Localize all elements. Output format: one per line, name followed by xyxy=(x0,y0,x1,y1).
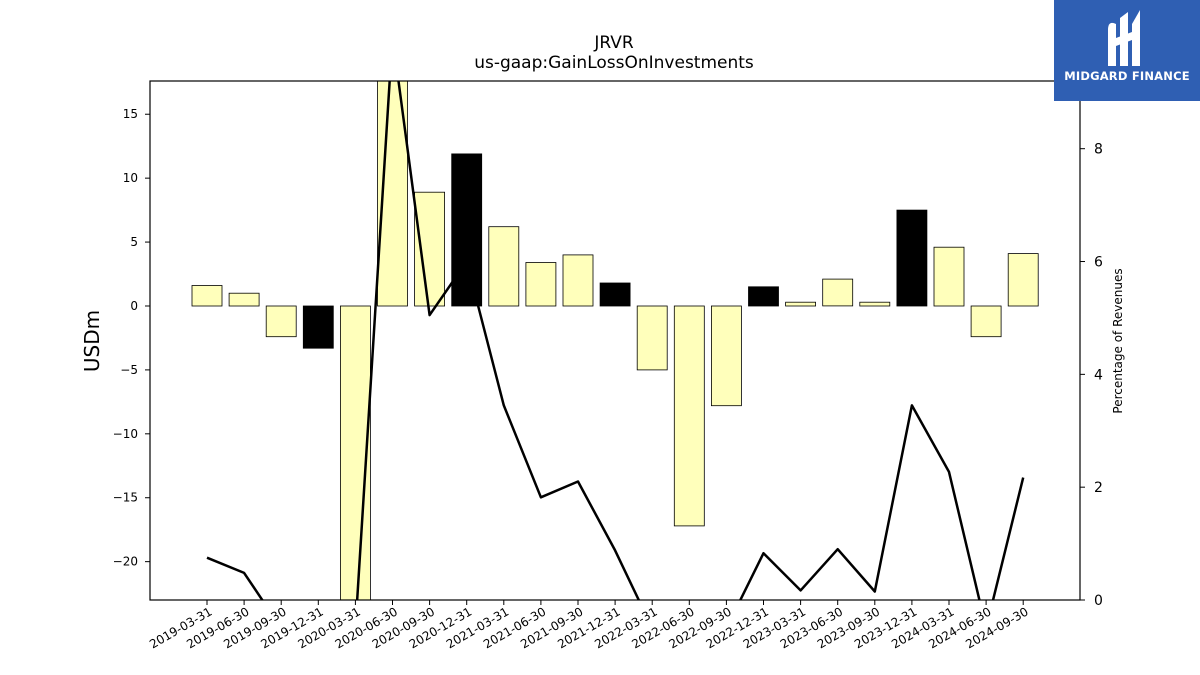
bar-2022-09-30 xyxy=(711,305,742,407)
y-tick-label: 0 xyxy=(130,299,138,313)
y2-tick-label: 6 xyxy=(1094,255,1103,271)
y2-tick-label: 0 xyxy=(1094,593,1103,609)
y-tick-label: 5 xyxy=(130,235,138,249)
bar-2023-09-30 xyxy=(859,301,891,307)
bar-2021-03-31 xyxy=(488,226,520,307)
percentage-line xyxy=(206,81,1025,600)
y2-tick-label: 4 xyxy=(1094,367,1103,383)
logo-mark-icon xyxy=(1108,10,1140,66)
chart-subtitle: us-gaap:GainLossOnInvestments xyxy=(474,53,754,73)
y-tick-label: 10 xyxy=(123,171,138,185)
bar-2019-06-30 xyxy=(228,292,260,307)
bar-2022-03-31 xyxy=(636,305,668,371)
bars xyxy=(191,81,1039,600)
bar-2020-12-31 xyxy=(451,153,483,307)
midgard-finance-logo: MIDGARD FINANCE xyxy=(1054,0,1200,101)
y-axis-left: −20 −15 −10 −5 0 5 10 15 xyxy=(113,107,150,569)
x-axis: 2019-03-312019-06-302019-09-302019-12-31… xyxy=(147,600,1031,651)
bar-2019-03-31 xyxy=(191,285,223,307)
bar-2021-06-30 xyxy=(525,262,557,307)
bar-2020-09-30 xyxy=(414,191,446,307)
plot-frame xyxy=(149,80,1081,601)
bar-2022-06-30 xyxy=(673,305,705,527)
y2-axis-label: Percentage of Revenues xyxy=(1111,268,1125,413)
bar-2019-12-31 xyxy=(302,305,334,349)
y-tick-label: −10 xyxy=(113,427,138,441)
bar-2022-12-31 xyxy=(748,286,779,307)
y-tick-label: −5 xyxy=(120,363,138,377)
bar-2024-06-30 xyxy=(970,305,1002,338)
bar-2023-06-30 xyxy=(822,278,854,307)
y-tick-label: −15 xyxy=(113,491,138,505)
y-axis-label: USDm xyxy=(80,310,104,372)
chart-title: JRVR xyxy=(593,33,634,53)
y-tick-label: 15 xyxy=(123,107,138,121)
bar-2021-09-30 xyxy=(562,254,594,307)
y-tick-label: −20 xyxy=(113,555,138,569)
bar-2023-03-31 xyxy=(785,301,816,307)
y2-tick-label: 2 xyxy=(1094,480,1103,496)
bar-2021-12-31 xyxy=(599,282,631,307)
bar-2019-09-30 xyxy=(265,305,297,338)
bar-2023-12-31 xyxy=(896,209,928,307)
logo-text: MIDGARD FINANCE xyxy=(1064,69,1190,83)
bar-2024-09-30 xyxy=(1007,253,1039,307)
percentage-series-line xyxy=(206,81,1025,600)
bar-2024-03-31 xyxy=(933,246,965,307)
y2-tick-label: 8 xyxy=(1094,142,1103,158)
y-axis-right: 0 2 4 6 8 xyxy=(1080,142,1103,609)
